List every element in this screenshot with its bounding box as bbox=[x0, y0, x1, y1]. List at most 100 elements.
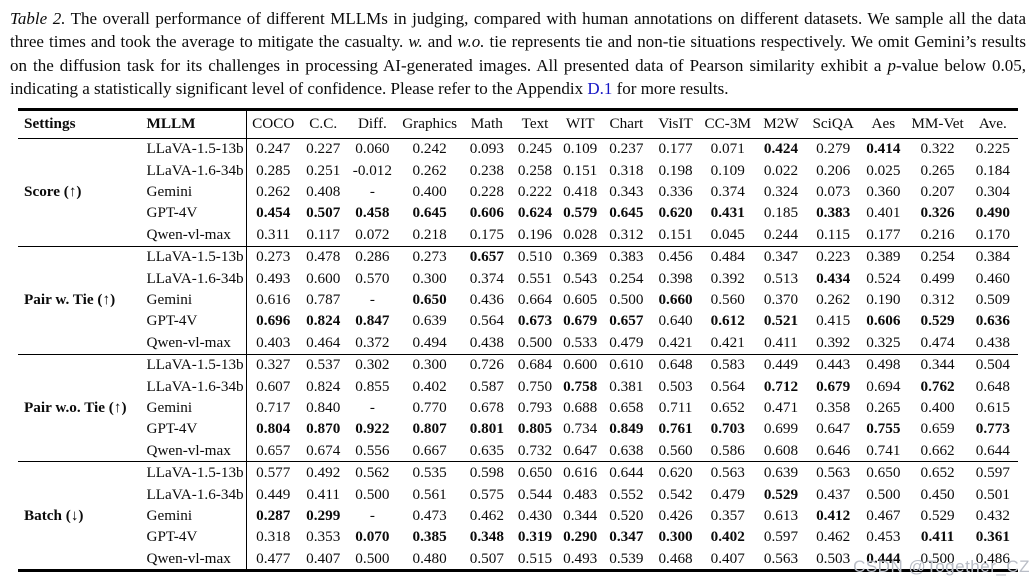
value-cell: 0.254 bbox=[609, 269, 644, 287]
value-cell: 0.216 bbox=[920, 225, 955, 243]
value-cell: 0.424 bbox=[754, 137, 808, 161]
table-row-pair-w-o-tie-qwen-vl-max: Qwen-vl-max 0.657 0.674 0.556 0.667 0.635 0.73… bbox=[18, 440, 1018, 462]
value-cell: 0.493 bbox=[246, 267, 300, 290]
value-cell: 0.464 bbox=[306, 333, 341, 351]
value-cell: 0.586 bbox=[710, 441, 745, 459]
value-cell: 0.319 bbox=[517, 528, 553, 546]
value-cell: 0.652 bbox=[710, 399, 745, 416]
value-cell: 0.563 bbox=[807, 461, 860, 484]
value-cell: 0.438 bbox=[469, 333, 504, 351]
value-cell: 0.177 bbox=[866, 225, 901, 243]
value-cell: 0.434 bbox=[816, 269, 851, 287]
value-cell: 0.616 bbox=[246, 289, 300, 311]
table-row-score-llava-1-6-34b: LLaVA-1.6-34b 0.285 0.251 -0.012 0.262 0.238 0… bbox=[18, 160, 1018, 182]
value-cell: 0.515 bbox=[517, 549, 553, 567]
col-header-m2w: M2W bbox=[754, 109, 808, 139]
value-cell: 0.552 bbox=[609, 485, 644, 503]
value-cell: 0.028 bbox=[563, 225, 598, 243]
model-name: Gemini bbox=[146, 291, 193, 309]
value-cell: 0.673 bbox=[517, 312, 553, 330]
value-cell: 0.198 bbox=[658, 161, 693, 179]
value-cell: 0.529 bbox=[763, 485, 799, 503]
value-cell: 0.437 bbox=[816, 485, 851, 503]
value-cell: 0.645 bbox=[609, 204, 644, 222]
col-header-wit: WIT bbox=[558, 109, 603, 139]
value-cell: 0.254 bbox=[907, 245, 968, 268]
value-cell: 0.462 bbox=[469, 506, 504, 524]
value-cell: 0.344 bbox=[907, 353, 968, 376]
value-cell: 0.674 bbox=[306, 441, 341, 459]
model-name: Gemini bbox=[146, 399, 193, 416]
value-cell: 0.414 bbox=[859, 137, 908, 161]
value-cell: 0.717 bbox=[246, 397, 300, 419]
value-cell: - bbox=[369, 506, 375, 524]
value-cell: 0.503 bbox=[658, 377, 693, 395]
col-header-text: Text bbox=[511, 109, 559, 139]
value-cell: 0.660 bbox=[658, 291, 693, 309]
value-cell: 0.384 bbox=[967, 245, 1018, 268]
value-cell: 0.562 bbox=[347, 461, 398, 484]
value-cell: 0.462 bbox=[816, 528, 851, 546]
appendix-d1-link[interactable]: D.1 bbox=[587, 79, 613, 99]
model-name: LLaVA-1.5-13b bbox=[140, 353, 247, 376]
value-cell: 0.324 bbox=[763, 183, 799, 201]
model-name: LLaVA-1.6-34b bbox=[146, 161, 244, 179]
value-cell: 0.411 bbox=[764, 333, 798, 351]
value-cell: 0.732 bbox=[517, 441, 553, 459]
value-cell: 0.703 bbox=[710, 420, 745, 438]
value-cell: 0.312 bbox=[920, 291, 955, 309]
table-row-batch-gemini: Gemini 0.287 0.299 - 0.473 0.462 0.430 0.344 0.5… bbox=[18, 505, 1018, 527]
value-cell: 0.258 bbox=[517, 161, 553, 179]
value-cell: 0.381 bbox=[609, 377, 644, 395]
value-cell: 0.477 bbox=[246, 548, 300, 571]
value-cell: 0.712 bbox=[763, 377, 799, 395]
value-cell: 0.561 bbox=[412, 485, 447, 503]
value-cell: 0.407 bbox=[710, 549, 745, 567]
value-cell: 0.022 bbox=[763, 161, 799, 179]
model-name: LLaVA-1.6-34b bbox=[146, 269, 244, 287]
value-cell: 0.694 bbox=[866, 377, 901, 395]
value-cell: 0.262 bbox=[816, 291, 851, 309]
value-cell: 0.300 bbox=[412, 269, 447, 287]
value-cell: 0.521 bbox=[763, 312, 799, 330]
table-row-batch-qwen-vl-max: Qwen-vl-max 0.477 0.407 0.500 0.480 0.507 0.51… bbox=[18, 548, 1018, 571]
value-cell: 0.500 bbox=[517, 333, 553, 351]
model-name: LLaVA-1.5-13b bbox=[140, 245, 247, 268]
value-cell: 0.657 bbox=[609, 312, 644, 330]
col-header-aes: Aes bbox=[859, 109, 908, 139]
table-row-pair-w-o-tie-gpt-4v: GPT-4V 0.804 0.870 0.922 0.807 0.801 0.805 0.73… bbox=[18, 418, 1018, 441]
value-cell: 0.072 bbox=[355, 225, 390, 243]
value-cell: 0.616 bbox=[558, 461, 603, 484]
value-cell: 0.613 bbox=[763, 506, 799, 524]
value-cell: 0.336 bbox=[658, 183, 693, 201]
table-row-pair-w-o-tie-llava-1-6-34b: LLaVA-1.6-34b 0.607 0.824 0.855 0.402 0.587 0.… bbox=[18, 375, 1018, 398]
value-cell: 0.608 bbox=[763, 441, 799, 459]
value-cell: 0.650 bbox=[511, 461, 559, 484]
table-row-score-gemini: Gemini 0.262 0.408 - 0.400 0.228 0.222 0.418 0.3… bbox=[18, 181, 1018, 203]
value-cell: 0.575 bbox=[469, 485, 504, 503]
group-label-score: Score (↑) bbox=[18, 137, 141, 247]
value-cell: 0.855 bbox=[355, 377, 390, 395]
value-cell: 0.300 bbox=[397, 353, 462, 376]
value-cell: 0.415 bbox=[816, 312, 851, 330]
value-cell: 0.109 bbox=[558, 137, 603, 161]
group-label-batch: Batch (↓) bbox=[18, 461, 141, 571]
col-header-chart: Chart bbox=[602, 109, 651, 139]
value-cell: 0.635 bbox=[469, 441, 504, 459]
model-name: GPT-4V bbox=[146, 312, 198, 330]
value-cell: 0.190 bbox=[866, 291, 901, 309]
value-cell: 0.577 bbox=[246, 461, 300, 484]
value-cell: 0.207 bbox=[920, 183, 955, 201]
value-cell: 0.657 bbox=[461, 245, 512, 268]
value-cell: 0.539 bbox=[609, 549, 644, 567]
value-cell: 0.273 bbox=[397, 245, 462, 268]
model-name: Qwen-vl-max bbox=[146, 333, 231, 351]
value-cell: - bbox=[369, 399, 375, 416]
value-cell: 0.206 bbox=[816, 161, 851, 179]
value-cell: 0.494 bbox=[412, 333, 447, 351]
col-header-mllm: MLLM bbox=[140, 109, 247, 139]
model-name: GPT-4V bbox=[146, 204, 198, 222]
value-cell: 0.647 bbox=[563, 441, 598, 459]
value-cell: 0.326 bbox=[920, 204, 955, 222]
value-cell: 0.242 bbox=[397, 137, 462, 161]
